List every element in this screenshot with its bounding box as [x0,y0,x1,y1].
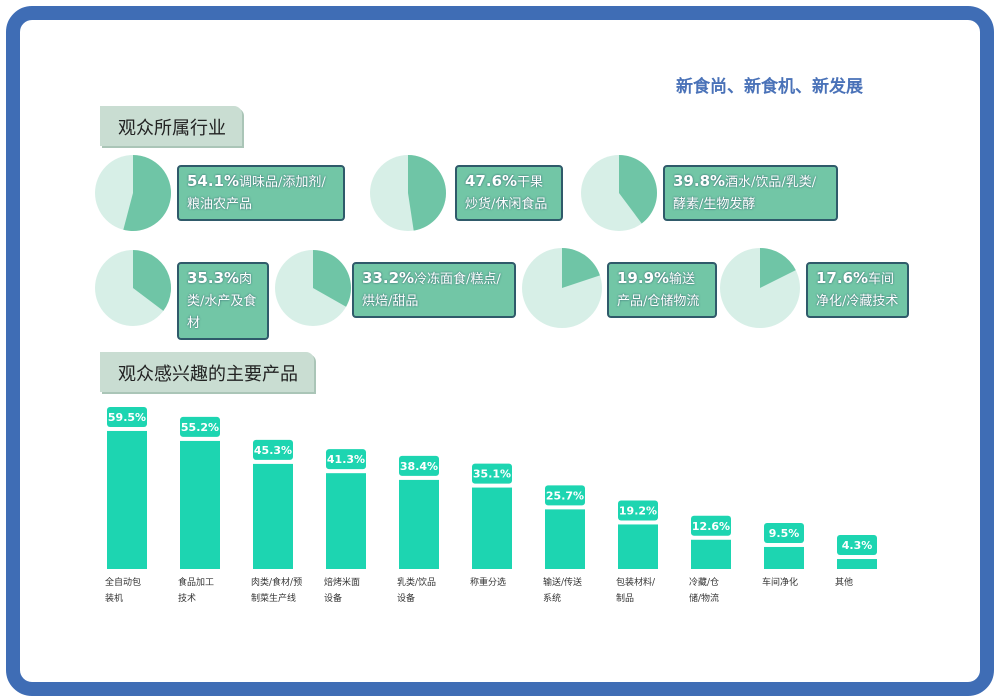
pie-label-box: 19.9%输送产品/仓储物流 [607,262,717,318]
value-label-box [180,416,220,437]
value-label: 19.2% [619,504,657,517]
pie-slice [123,155,171,231]
x-tick-text: 肉类/食材/预制菜生产线 [251,578,303,604]
value-label: 35.3% [187,269,240,287]
x-tick-label: 乳类/饮品设备 [397,575,439,607]
value-label: 55.2% [181,421,219,434]
x-tick-label: 车间净化 [762,575,804,591]
bar [837,559,877,569]
value-label: 19.9% [617,269,670,287]
value-label-box [618,500,658,521]
x-tick-text: 冷藏/仓储/物流 [689,578,720,604]
value-label-box [837,535,877,556]
bar [399,479,439,569]
bar [764,546,804,569]
x-tick-label: 称重分选 [470,575,512,591]
x-tick-text: 全自动包装机 [105,578,142,604]
x-tick-label: 焙烤米面设备 [324,575,366,607]
pie-label-box: 35.3%肉类/水产及食材 [177,262,269,340]
category-label: 车间净化/冷藏技术 [816,272,899,309]
value-label-box [399,455,439,476]
value-label-box [472,463,512,484]
section-title: 观众感兴趣的主要产品 [100,352,314,392]
bar [618,524,658,569]
bar [545,509,585,569]
category-label: 肉类/水产及食材 [187,272,257,331]
x-tick-text: 食品加工技术 [178,578,215,604]
x-tick-label: 冷藏/仓储/物流 [689,575,731,607]
pie-label-box: 17.6%车间净化/冷藏技术 [806,262,909,318]
x-tick-label: 输送/传送系统 [543,575,585,607]
value-label: 9.5% [769,527,800,540]
x-tick-label: 包装材料/制品 [616,575,658,607]
value-label-box [545,485,585,506]
pie-slice [562,248,600,288]
value-label-box [253,439,293,460]
x-tick-text: 焙烤米面设备 [324,578,361,604]
x-tick-text: 其他 [835,578,854,588]
value-label: 35.1% [473,468,511,481]
x-tick-text: 车间净化 [762,578,799,588]
x-tick-label: 全自动包装机 [105,575,147,607]
value-label: 4.3% [842,539,873,552]
x-tick-label: 其他 [835,575,877,591]
pie-label-box: 39.8%酒水/饮品/乳类/酵素/生物发酵 [663,165,838,221]
value-label-box [691,515,731,536]
value-label: 59.5% [108,411,146,424]
bar [253,463,293,569]
category-label: 输送产品/仓储物流 [617,272,700,309]
value-label: 17.6% [816,269,869,287]
value-label: 25.7% [546,489,584,502]
bar [107,430,147,569]
category-label: 调味品/添加剂/粮油农产品 [187,175,326,212]
bar [180,440,220,569]
bar [472,487,512,569]
x-tick-label: 食品加工技术 [178,575,220,607]
pie-label-box: 54.1%调味品/添加剂/粮油农产品 [177,165,345,221]
section-title: 观众所属行业 [100,106,242,146]
pie-label-box: 33.2%冷冻面食/糕点/烘焙/甜品 [352,262,516,318]
value-label: 33.2% [362,269,415,287]
x-tick-text: 输送/传送系统 [543,578,583,604]
pie-label-box: 47.6%干果炒货/休闲食品 [455,165,563,221]
category-label: 酒水/饮品/乳类/酵素/生物发酵 [673,175,817,212]
value-label: 41.3% [327,453,365,466]
pie-slice [313,250,351,307]
value-label: 47.6% [465,172,518,190]
value-label-box [326,449,366,470]
value-label: 38.4% [400,460,438,473]
x-tick-text: 包装材料/制品 [616,578,656,604]
x-tick-text: 称重分选 [470,578,507,588]
x-tick-label: 肉类/食材/预制菜生产线 [251,575,309,607]
value-label-box [107,406,147,427]
bar [326,473,366,569]
category-label: 冷冻面食/糕点/烘焙/甜品 [362,272,501,309]
value-label: 39.8% [673,172,726,190]
value-label: 54.1% [187,172,240,190]
value-label: 45.3% [254,444,292,457]
pie-slice [760,248,796,288]
slogan: 新食尚、新食机、新发展 [676,77,863,97]
category-label: 干果炒货/休闲食品 [465,175,548,212]
pie-slice [133,250,171,311]
pie-slice [619,155,657,224]
value-label: 12.6% [692,520,730,533]
value-label-box [764,522,804,543]
pie-slice [408,155,446,231]
x-tick-text: 乳类/饮品设备 [397,578,437,604]
bar [691,539,731,569]
